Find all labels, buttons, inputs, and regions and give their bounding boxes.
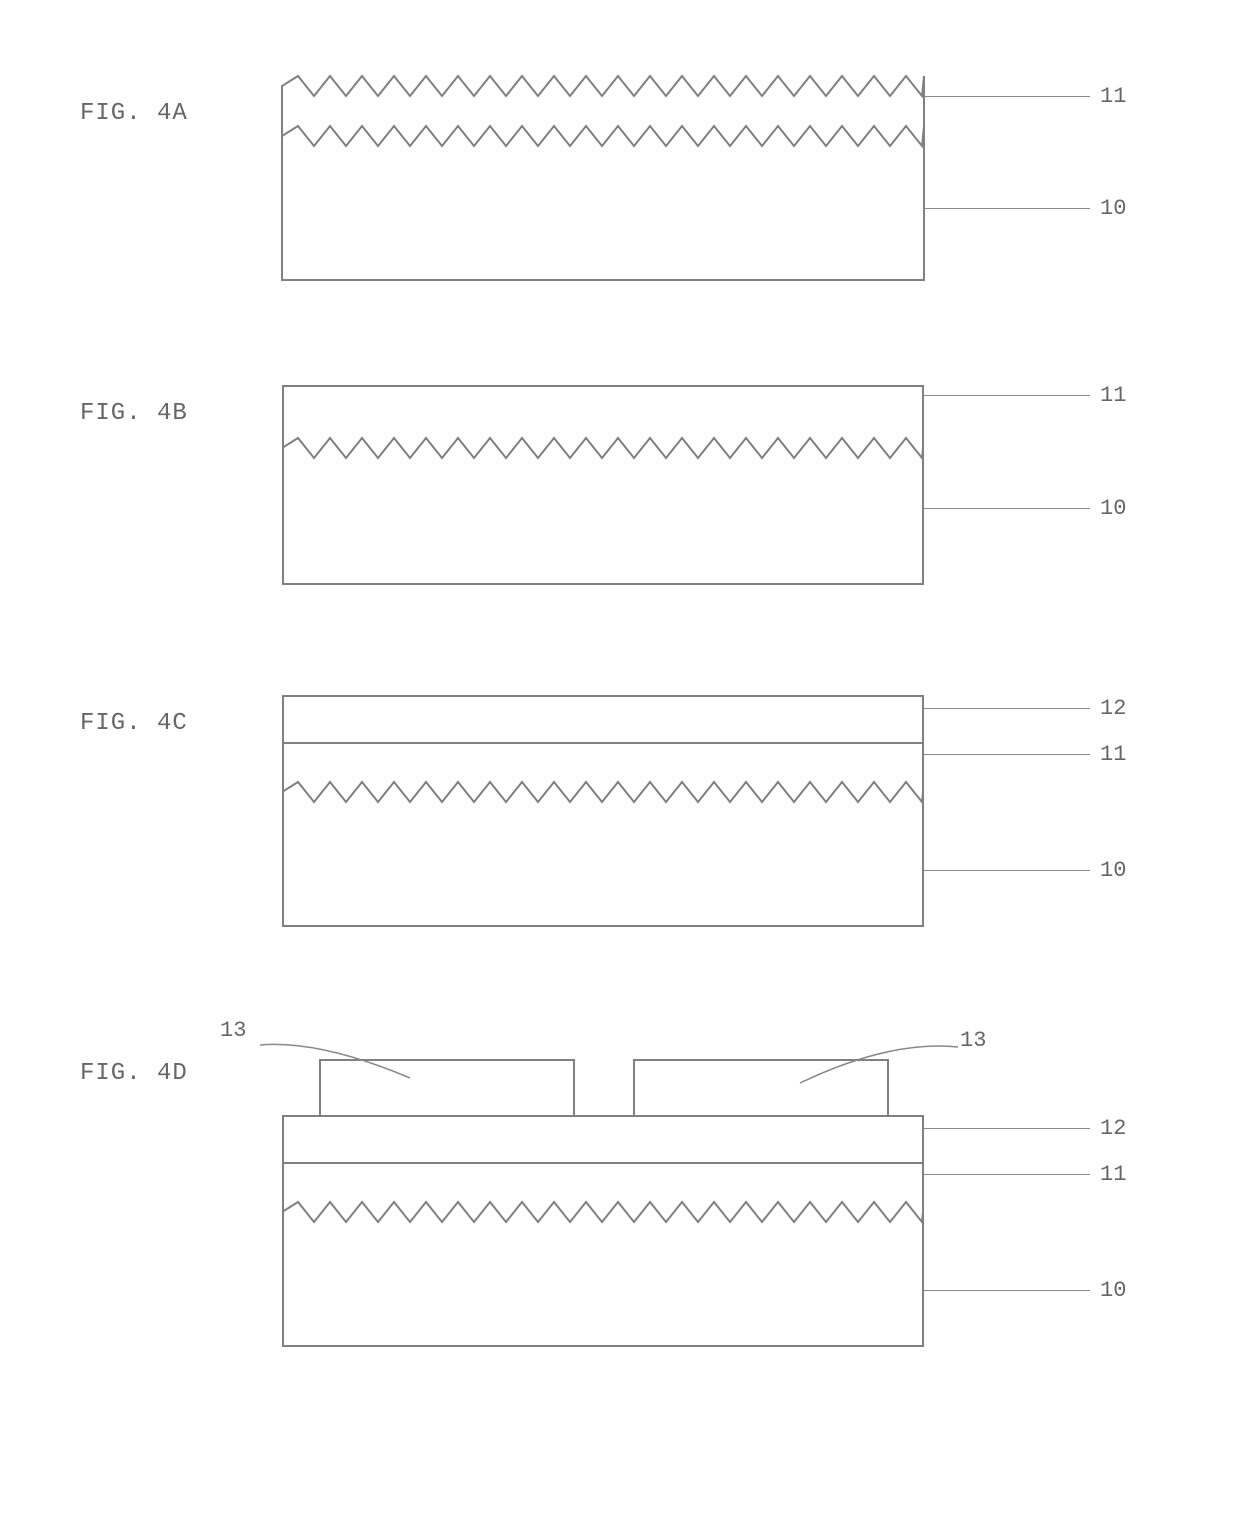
leader-4c-12 bbox=[924, 708, 1090, 709]
ref-4b-10: 10 bbox=[1100, 496, 1126, 521]
ref-4d-10: 10 bbox=[1100, 1278, 1126, 1303]
ref-4c-11: 11 bbox=[1100, 742, 1126, 767]
leader-4a-10 bbox=[924, 208, 1090, 209]
ref-4d-13-left: 13 bbox=[220, 1018, 246, 1043]
leader-4a-11 bbox=[924, 96, 1090, 97]
diagram-canvas: FIG. 4A 11 10 FIG. 4B 11 10 FIG. 4C 12 1… bbox=[0, 0, 1240, 1516]
leader-4d-11 bbox=[924, 1174, 1090, 1175]
ref-4d-12: 12 bbox=[1100, 1116, 1126, 1141]
leader-4d-13-left bbox=[250, 1030, 430, 1090]
figure-label-4a: FIG. 4A bbox=[80, 100, 188, 127]
leader-4c-11 bbox=[924, 754, 1090, 755]
figure-label-4d: FIG. 4D bbox=[80, 1060, 188, 1087]
figure-4d-box bbox=[282, 1115, 924, 1347]
ref-4a-11: 11 bbox=[1100, 84, 1126, 109]
figure-4c-zigzag bbox=[282, 780, 924, 804]
figure-4c-hline-12-11 bbox=[282, 742, 924, 744]
ref-4a-10: 10 bbox=[1100, 196, 1126, 221]
figure-4c-box bbox=[282, 695, 924, 927]
figure-label-4c: FIG. 4C bbox=[80, 710, 188, 737]
ref-4c-12: 12 bbox=[1100, 696, 1126, 721]
leader-4d-13-right bbox=[790, 1035, 970, 1090]
leader-4d-10 bbox=[924, 1290, 1090, 1291]
figure-4d-hline-12-11 bbox=[282, 1162, 924, 1164]
leader-4c-10 bbox=[924, 870, 1090, 871]
figure-4b-zigzag bbox=[282, 436, 924, 460]
figure-4d-zigzag bbox=[282, 1200, 924, 1224]
ref-4b-11: 11 bbox=[1100, 383, 1126, 408]
leader-4b-10 bbox=[924, 508, 1090, 509]
ref-4c-10: 10 bbox=[1100, 858, 1126, 883]
leader-4d-12 bbox=[924, 1128, 1090, 1129]
leader-4b-11 bbox=[924, 395, 1090, 396]
figure-4a-box bbox=[280, 70, 928, 284]
figure-label-4b: FIG. 4B bbox=[80, 400, 188, 427]
figure-4b-box bbox=[282, 385, 924, 585]
ref-4d-13-right: 13 bbox=[960, 1028, 986, 1053]
ref-4d-11: 11 bbox=[1100, 1162, 1126, 1187]
